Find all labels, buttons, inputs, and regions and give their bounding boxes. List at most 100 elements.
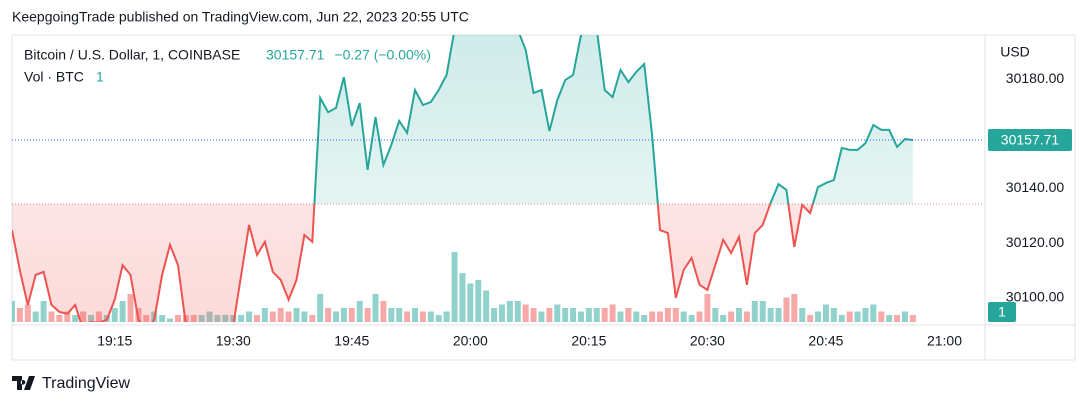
volume-bar — [333, 311, 339, 322]
volume-bar — [56, 315, 63, 322]
volume-bar — [720, 315, 727, 322]
volume-bar — [672, 308, 679, 322]
volume-bar — [380, 301, 387, 322]
currency: USD — [1000, 44, 1030, 60]
volume-bar — [12, 301, 15, 322]
volume-bar — [119, 301, 126, 322]
x-tick-label: 21:00 — [927, 333, 962, 349]
area-below — [12, 204, 814, 322]
volume-bar — [159, 315, 166, 322]
volume-bar — [657, 311, 663, 322]
volume-bar — [680, 311, 687, 322]
volume-bar — [530, 308, 537, 322]
volume-bar — [838, 315, 845, 322]
volume-bar — [815, 311, 822, 322]
volume-bar — [775, 308, 782, 322]
baseline-area-up — [12, 35, 913, 205]
volume-bar — [822, 304, 829, 322]
volume-bar — [412, 308, 419, 322]
volume-bar — [388, 308, 395, 322]
x-tick-label: 19:45 — [334, 333, 369, 349]
price-line-down — [12, 204, 814, 322]
volume-value: 1 — [96, 69, 104, 85]
volume-bar — [625, 308, 632, 322]
volume-badge — [988, 302, 1016, 322]
volume-bar — [277, 308, 284, 322]
symbol-name: Bitcoin / U.S. Dollar, 1, COINBASE — [24, 47, 240, 63]
volume-badge-label: 1 — [998, 304, 1006, 320]
volume-bar — [901, 311, 908, 322]
volume-bar — [783, 297, 790, 322]
y-tick-label: 30140.00 — [1006, 179, 1065, 195]
volume-bar — [886, 315, 893, 322]
volume-bar — [846, 311, 853, 322]
volume-bar — [301, 311, 308, 322]
volume-bar — [601, 308, 608, 322]
y-tick-label: 30120.00 — [1006, 234, 1065, 250]
volume-bar — [72, 315, 79, 322]
volume-bar — [704, 294, 711, 322]
volume-bar — [751, 301, 758, 322]
volume-bar — [870, 304, 877, 322]
x-tick-label: 19:15 — [97, 333, 132, 349]
volume-bar — [894, 315, 901, 322]
volume-bar — [664, 308, 671, 322]
volume-bar — [807, 315, 814, 322]
volume-bar — [506, 301, 513, 322]
baseline-area-down — [12, 204, 813, 322]
y-tick-label: 30180.00 — [1006, 70, 1065, 86]
volume-bar — [325, 308, 332, 322]
volume-bar — [269, 311, 276, 322]
x-tick-label: 20:00 — [453, 333, 488, 349]
volume-bar — [443, 311, 450, 322]
volume-bar — [372, 294, 379, 322]
legend-change: −0.27 (−0.00%) — [334, 47, 431, 63]
tradingview-logo: TradingView — [12, 375, 130, 392]
volume-bar — [32, 311, 39, 322]
volume-bar — [16, 308, 23, 322]
volume-bar — [570, 308, 577, 322]
volume-bar — [767, 308, 774, 322]
volume-bar — [48, 311, 55, 322]
volume-bar — [127, 294, 134, 322]
volume-bar — [522, 304, 529, 322]
volume-bar — [404, 311, 411, 322]
volume-bar — [261, 308, 268, 322]
x-tick-label: 20:45 — [808, 333, 843, 349]
volume-bar — [427, 311, 434, 322]
volume-bar — [743, 311, 750, 322]
last-price-badge — [988, 129, 1072, 152]
volume-bar — [649, 311, 656, 322]
volume-bar — [174, 315, 181, 322]
volume-bar — [348, 308, 355, 322]
x-tick-label: 20:15 — [571, 333, 606, 349]
volume-bar — [483, 290, 490, 322]
volume-name: Vol · BTC — [24, 69, 84, 85]
volume-bar — [419, 311, 426, 322]
volume-bar — [111, 308, 118, 322]
volume-bar — [459, 273, 466, 322]
volume-bar — [167, 318, 174, 322]
volume-bar — [64, 311, 71, 322]
volume-bar — [467, 283, 474, 322]
volume-bar — [696, 311, 703, 322]
volume-bar — [641, 315, 648, 322]
volume-bar — [585, 308, 592, 322]
x-tick-label: 20:30 — [690, 333, 725, 349]
volume-bar — [246, 311, 253, 322]
footer-brand: TradingView — [42, 375, 130, 392]
publish-header: KeepgoingTrade published on TradingView.… — [12, 9, 469, 25]
volume-bar — [293, 308, 300, 322]
volume-bar — [538, 311, 545, 322]
volume-bar — [791, 294, 798, 322]
volume-bar — [253, 315, 260, 322]
volume-bar — [577, 311, 584, 322]
volume-bar — [451, 252, 458, 322]
volume-bar — [24, 304, 31, 322]
volume-bar — [862, 308, 869, 322]
volume-bar — [491, 308, 498, 322]
volume-bar — [759, 301, 766, 322]
volume-bar — [712, 308, 719, 322]
area-above — [12, 35, 914, 205]
